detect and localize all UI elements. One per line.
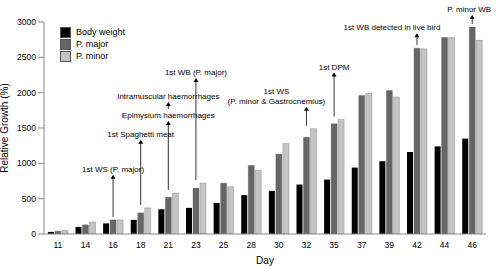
svg-text:21: 21 — [164, 240, 174, 250]
svg-text:2000: 2000 — [17, 88, 36, 98]
svg-text:32: 32 — [302, 240, 312, 250]
svg-text:1500: 1500 — [17, 123, 36, 133]
svg-text:1st WB detected in live bird: 1st WB detected in live bird — [343, 23, 440, 32]
svg-text:2500: 2500 — [17, 52, 36, 62]
svg-text:1st Spaghetti meat: 1st Spaghetti meat — [107, 130, 174, 139]
svg-text:42: 42 — [412, 240, 422, 250]
svg-text:Epimysium haemorrhages: Epimysium haemorrhages — [122, 111, 215, 120]
svg-text:Day: Day — [256, 255, 274, 266]
svg-text:28: 28 — [246, 240, 256, 250]
svg-text:14: 14 — [81, 240, 91, 250]
svg-text:500: 500 — [22, 194, 36, 204]
svg-text:46: 46 — [467, 240, 477, 250]
svg-text:18: 18 — [136, 240, 146, 250]
svg-text:1000: 1000 — [17, 158, 36, 168]
html-text:P. major: P. major — [76, 39, 109, 49]
svg-text:P. minor WB: P. minor WB — [447, 5, 491, 14]
svg-text:37: 37 — [357, 240, 367, 250]
svg-text:25: 25 — [219, 240, 229, 250]
svg-text:30: 30 — [274, 240, 284, 250]
svg-text:1st WS (P. major): 1st WS (P. major) — [82, 165, 144, 174]
svg-text:1st DPM: 1st DPM — [319, 63, 350, 72]
svg-text:44: 44 — [440, 240, 450, 250]
svg-text:11: 11 — [53, 240, 62, 250]
svg-text:16: 16 — [108, 240, 118, 250]
svg-text:Relative Growth (%): Relative Growth (%) — [8, 83, 10, 172]
html-text:Body weight: Body weight — [76, 27, 125, 37]
svg-text:1st WS(P. minor & Gastrocnemiu: 1st WS(P. minor & Gastrocnemius) — [228, 87, 326, 106]
svg-text:Intramuscular haemorrhages: Intramuscular haemorrhages — [117, 92, 219, 101]
svg-text:35: 35 — [329, 240, 339, 250]
svg-text:3000: 3000 — [17, 17, 36, 27]
svg-text:1st WB (P. major): 1st WB (P. major) — [165, 68, 227, 77]
svg-text:0: 0 — [31, 229, 36, 239]
svg-text:23: 23 — [191, 240, 201, 250]
svg-text:39: 39 — [385, 240, 395, 250]
html-text:P. minor: P. minor — [76, 51, 109, 61]
